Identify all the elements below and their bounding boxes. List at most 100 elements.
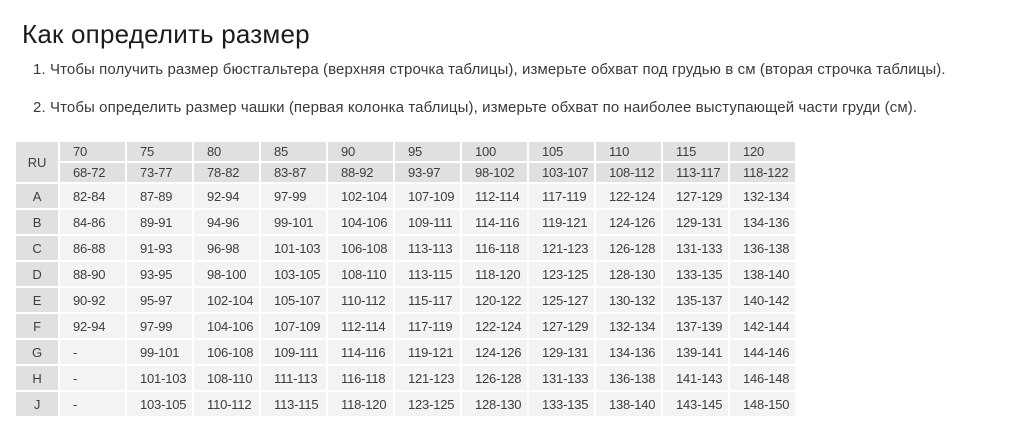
size-table-header: RU 70 75 80 85 90 95 100 105 110 115 120 68-72 73-7… xyxy=(16,142,795,182)
size-range-cell: 138-140 xyxy=(596,392,661,416)
underbust-range-cell: 78-82 xyxy=(194,163,259,182)
size-range-cell: 129-131 xyxy=(529,340,594,364)
size-range-cell: 131-133 xyxy=(529,366,594,390)
size-range-cell: 109-111 xyxy=(261,340,326,364)
band-size-header: 70 xyxy=(60,142,125,161)
size-range-cell: 101-103 xyxy=(261,236,326,260)
size-range-cell: 142-144 xyxy=(730,314,795,338)
size-range-cell: 112-114 xyxy=(328,314,393,338)
size-range-cell: 113-115 xyxy=(395,262,460,286)
size-range-cell: 133-135 xyxy=(529,392,594,416)
size-range-cell: 137-139 xyxy=(663,314,728,338)
size-range-cell: 131-133 xyxy=(663,236,728,260)
underbust-range-cell: 83-87 xyxy=(261,163,326,182)
size-range-cell: 148-150 xyxy=(730,392,795,416)
size-range-cell: 113-113 xyxy=(395,236,460,260)
size-range-cell: 132-134 xyxy=(730,184,795,208)
size-range-cell: 99-101 xyxy=(127,340,192,364)
size-range-cell: 124-126 xyxy=(596,210,661,234)
size-range-cell: 126-128 xyxy=(596,236,661,260)
cup-row: A 82-84 87-89 92-94 97-99 102-104 107-109 112-1… xyxy=(16,184,795,208)
cup-row-label: G xyxy=(16,340,58,364)
cup-row: B 84-86 89-91 94-96 99-101 104-106 109-111 114-… xyxy=(16,210,795,234)
size-range-cell: 118-120 xyxy=(328,392,393,416)
size-range-cell: 111-113 xyxy=(261,366,326,390)
size-range-cell: 121-123 xyxy=(529,236,594,260)
size-range-cell: 91-93 xyxy=(127,236,192,260)
page-title: Как определить размер xyxy=(22,19,310,50)
band-size-header: 110 xyxy=(596,142,661,161)
size-range-cell: 146-148 xyxy=(730,366,795,390)
size-range-cell: 113-115 xyxy=(261,392,326,416)
size-range-cell: 92-94 xyxy=(194,184,259,208)
size-table-body: A 82-84 87-89 92-94 97-99 102-104 107-109 112-1… xyxy=(16,184,795,416)
band-size-header: 80 xyxy=(194,142,259,161)
size-range-cell: 103-105 xyxy=(127,392,192,416)
size-range-cell: 138-140 xyxy=(730,262,795,286)
size-range-cell: 136-138 xyxy=(730,236,795,260)
band-size-header: 105 xyxy=(529,142,594,161)
size-range-cell: 94-96 xyxy=(194,210,259,234)
size-range-cell: - xyxy=(60,366,125,390)
underbust-range-cell: 98-102 xyxy=(462,163,527,182)
band-size-header: 95 xyxy=(395,142,460,161)
size-range-cell: 140-142 xyxy=(730,288,795,312)
instruction-step-2: 2. Чтобы определить размер чашки (первая… xyxy=(33,99,918,116)
size-range-cell: 107-109 xyxy=(395,184,460,208)
size-range-cell: 134-136 xyxy=(730,210,795,234)
size-range-cell: - xyxy=(60,392,125,416)
size-range-cell: 89-91 xyxy=(127,210,192,234)
band-size-row: RU 70 75 80 85 90 95 100 105 110 115 120 xyxy=(16,142,795,182)
size-range-cell: 95-97 xyxy=(127,288,192,312)
underbust-range-cell: 113-117 xyxy=(663,163,728,182)
cup-row: E 90-92 95-97 102-104 105-107 110-112 115-117 1… xyxy=(16,288,795,312)
size-range-cell: 127-129 xyxy=(663,184,728,208)
band-size-header: 90 xyxy=(328,142,393,161)
size-range-cell: 99-101 xyxy=(261,210,326,234)
band-size-header: 85 xyxy=(261,142,326,161)
size-range-cell: 116-118 xyxy=(462,236,527,260)
underbust-range-cell: 88-92 xyxy=(328,163,393,182)
underbust-range-cell: 108-112 xyxy=(596,163,661,182)
size-range-cell: 139-141 xyxy=(663,340,728,364)
size-range-cell: 108-110 xyxy=(194,366,259,390)
size-table: RU 70 75 80 85 90 95 100 105 110 115 120 68-72 73-7… xyxy=(14,140,797,418)
band-size-header: 120 xyxy=(730,142,795,161)
size-range-cell: 141-143 xyxy=(663,366,728,390)
size-range-cell: 120-122 xyxy=(462,288,527,312)
size-range-cell: - xyxy=(60,340,125,364)
size-range-cell: 84-86 xyxy=(60,210,125,234)
cup-row: C 86-88 91-93 96-98 101-103 106-108 113-113 116… xyxy=(16,236,795,260)
size-range-cell: 107-109 xyxy=(261,314,326,338)
underbust-range-cell: 68-72 xyxy=(60,163,125,182)
size-range-cell: 116-118 xyxy=(328,366,393,390)
size-range-cell: 136-138 xyxy=(596,366,661,390)
cup-row-label: F xyxy=(16,314,58,338)
size-range-cell: 129-131 xyxy=(663,210,728,234)
size-range-cell: 144-146 xyxy=(730,340,795,364)
size-range-cell: 127-129 xyxy=(529,314,594,338)
size-range-cell: 128-130 xyxy=(462,392,527,416)
size-range-cell: 93-95 xyxy=(127,262,192,286)
cup-row-label: A xyxy=(16,184,58,208)
underbust-range-cell: 73-77 xyxy=(127,163,192,182)
size-range-cell: 135-137 xyxy=(663,288,728,312)
size-range-cell: 125-127 xyxy=(529,288,594,312)
size-range-cell: 128-130 xyxy=(596,262,661,286)
size-range-cell: 114-116 xyxy=(328,340,393,364)
underbust-row: 68-72 73-77 78-82 83-87 88-92 93-97 98-102 103-… xyxy=(16,163,795,182)
size-range-cell: 114-116 xyxy=(462,210,527,234)
size-range-cell: 123-125 xyxy=(395,392,460,416)
size-range-cell: 122-124 xyxy=(596,184,661,208)
size-range-cell: 106-108 xyxy=(328,236,393,260)
size-range-cell: 102-104 xyxy=(194,288,259,312)
size-range-cell: 118-120 xyxy=(462,262,527,286)
cup-row-label: E xyxy=(16,288,58,312)
size-range-cell: 108-110 xyxy=(328,262,393,286)
ru-corner-label: RU xyxy=(16,142,58,182)
cup-row-label: B xyxy=(16,210,58,234)
band-size-header: 75 xyxy=(127,142,192,161)
cup-row: G -99-101 106-108 109-111 114-116 119-121 124-… xyxy=(16,340,795,364)
size-range-cell: 104-106 xyxy=(328,210,393,234)
size-range-cell: 121-123 xyxy=(395,366,460,390)
